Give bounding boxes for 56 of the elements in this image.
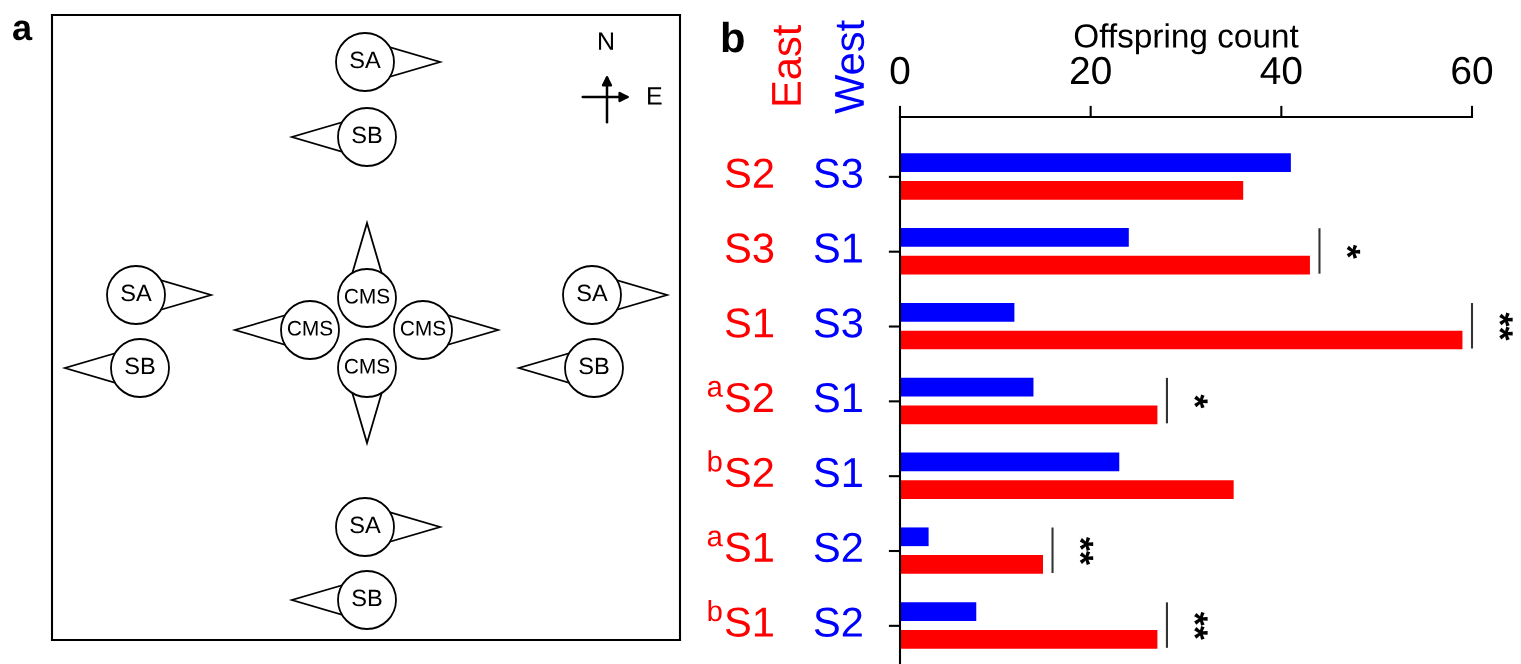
bar [900, 452, 1120, 472]
text: S1 [814, 233, 862, 263]
bar [900, 302, 1015, 322]
annotation: ** [1194, 611, 1208, 640]
x-axis-title: Offspring count [1074, 23, 1299, 55]
text: E [648, 87, 662, 105]
y-tick-label: S2 [725, 158, 773, 189]
text: West [835, 20, 865, 114]
text: ** [1499, 312, 1513, 341]
text: CMS [400, 320, 446, 336]
annotation: * [1346, 244, 1361, 259]
x-tick-label: 20 [1071, 56, 1111, 85]
text: a [13, 20, 33, 41]
text: CMS [344, 288, 390, 304]
text: S3 [814, 158, 863, 189]
text: SB [579, 357, 609, 375]
bar [900, 228, 1129, 247]
bar [900, 330, 1463, 350]
text: S1 [814, 383, 862, 413]
x-tick-label: 60 [1452, 56, 1493, 85]
text: CMS [287, 320, 333, 336]
text: SB [352, 126, 382, 144]
y-tick-label: S1 [725, 308, 773, 338]
y-tick-label: $^{b}$S2 [708, 450, 773, 488]
x-tick-label: 0 [890, 56, 910, 85]
text: SB [352, 589, 382, 607]
text: SB [125, 357, 155, 375]
text: SA [350, 516, 381, 534]
bar [900, 405, 1158, 425]
y-tick-label: S3 [725, 233, 774, 263]
text: SA [577, 284, 608, 302]
bar [900, 527, 929, 547]
bar [900, 480, 1234, 499]
chart-title: b [722, 21, 744, 53]
bar [900, 377, 1034, 397]
annotation: ** [1079, 537, 1094, 566]
text: S1 [814, 457, 862, 488]
text: S2 [814, 607, 862, 638]
text: SA [350, 51, 381, 69]
bar [900, 555, 1043, 574]
text: SA [121, 284, 152, 302]
bar [900, 629, 1158, 649]
y-tick-label: $^{a}$S2 [707, 380, 773, 413]
y-tick-label: $^{a}$S1 [707, 530, 773, 563]
text: CMS [344, 358, 390, 374]
text: East [772, 24, 802, 105]
text: S2 [814, 532, 862, 563]
text: S3 [814, 308, 863, 338]
text: N [599, 32, 613, 50]
bar [900, 255, 1310, 275]
y-tick-label: $^{b}$S1 [708, 599, 773, 637]
x-tick-label: 40 [1260, 56, 1302, 85]
bar [900, 180, 1244, 200]
bar [900, 153, 1291, 172]
annotation: * [1194, 394, 1208, 409]
bar [900, 602, 977, 621]
